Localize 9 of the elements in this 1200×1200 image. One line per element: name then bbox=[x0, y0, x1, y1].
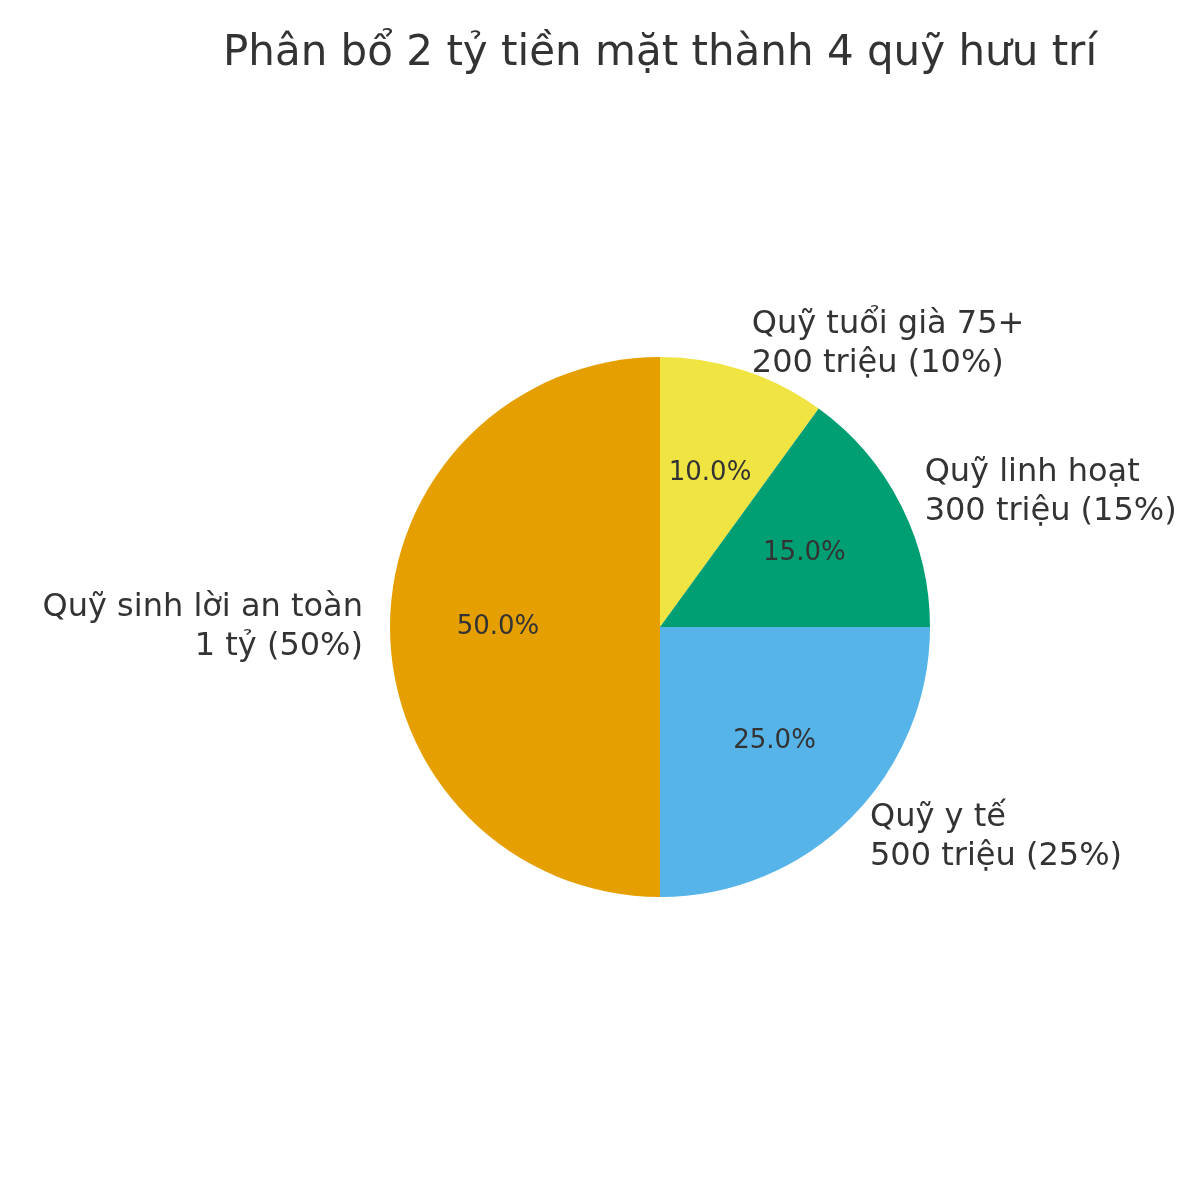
slice-label: Quỹ tuổi già 75+ 200 triệu (10%) bbox=[751, 303, 1025, 381]
chart-title: Phân bổ 2 tỷ tiền mặt thành 4 quỹ hưu trí bbox=[222, 25, 1099, 75]
slice-label: Quỹ sinh lời an toàn 1 tỷ (50%) bbox=[42, 585, 363, 663]
data-label: 15.0% bbox=[763, 536, 846, 567]
slice-label: Quỹ y tế 500 triệu (25%) bbox=[870, 795, 1123, 873]
data-label: 10.0% bbox=[668, 455, 752, 486]
slice-label: Quỹ linh hoạt 300 triệu (15%) bbox=[924, 450, 1177, 528]
data-label: 25.0% bbox=[733, 724, 816, 755]
data-label: 50.0% bbox=[456, 609, 540, 640]
